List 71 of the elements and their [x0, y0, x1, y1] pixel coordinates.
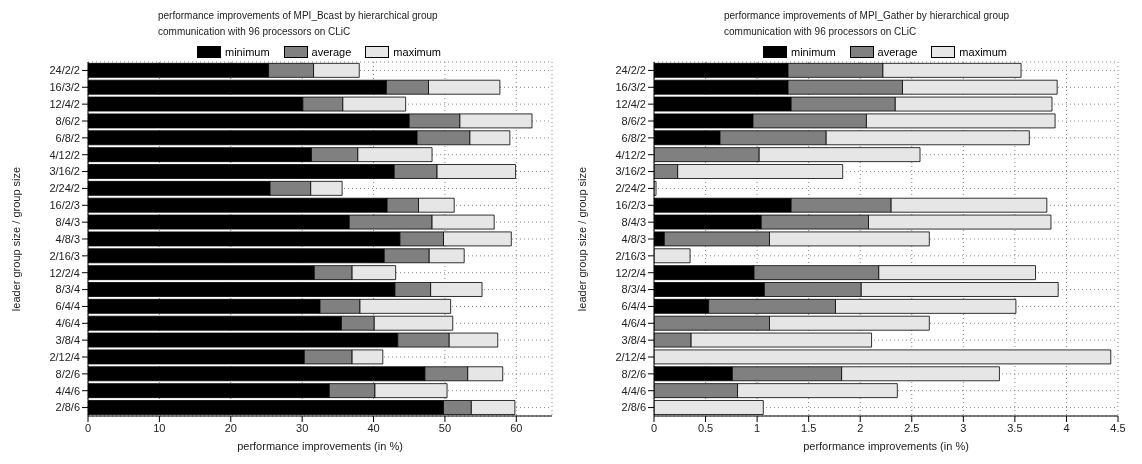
x-tick-label: 4.5: [1110, 421, 1126, 434]
x-tick-label: 0: [84, 421, 92, 434]
x-tick-label: 4: [1063, 421, 1070, 434]
legend-label: minimum: [224, 46, 270, 58]
y-tick-label: 2/12/4: [49, 350, 80, 363]
y-tick-label: 2/8/6: [621, 401, 646, 414]
y-tick-label: 12/4/2: [49, 98, 80, 111]
y-tick-label: 2/16/3: [615, 249, 646, 262]
y-tick-label: 2/24/2: [49, 182, 80, 195]
x-tick-label: 60: [510, 421, 523, 434]
x-tick-label: 10: [153, 421, 166, 434]
y-tick-label: 16/2/3: [49, 199, 80, 212]
y-tick-label: 6/4/4: [55, 300, 80, 313]
y-tick-label: 6/4/4: [621, 300, 646, 313]
y-tick-label: 8/3/4: [55, 283, 80, 296]
y-tick-label: 8/2/6: [55, 367, 80, 380]
y-tick-label: 16/3/2: [49, 81, 80, 94]
y-tick-label: 24/2/2: [615, 64, 646, 77]
y-tick-label: 16/3/2: [615, 81, 646, 94]
y-tick-label: 8/6/2: [621, 114, 646, 127]
y-tick-label: 8/6/2: [55, 114, 80, 127]
y-tick-label: 24/2/2: [49, 64, 80, 77]
y-tick-label: 3/16/2: [49, 165, 80, 178]
y-tick-label: 4/6/4: [621, 317, 646, 330]
y-tick-label: 16/2/3: [615, 199, 646, 212]
y-tick-label: 12/2/4: [615, 266, 646, 279]
x-tick-label: 3: [960, 421, 967, 434]
chart-title: performance improvements of MPI_Bcast by hierarchical group communication with 96 processors on CLiC: [158, 9, 439, 39]
x-tick-label: 40: [367, 421, 380, 434]
y-tick-label: 8/4/3: [55, 216, 80, 229]
x-tick-label: 1: [754, 421, 761, 434]
x-tick-label: 20: [224, 421, 237, 434]
y-tick-label: 4/12/2: [615, 148, 646, 161]
y-tick-label: 4/12/2: [49, 148, 80, 161]
x-axis-title: performance improvements (in %): [237, 440, 403, 452]
y-tick-label: 4/6/4: [55, 317, 80, 330]
y-tick-label: 2/16/3: [49, 249, 80, 262]
legend-label: maximum: [393, 46, 442, 58]
x-tick-label: 30: [296, 421, 309, 434]
y-tick-label: 4/4/6: [55, 384, 80, 397]
chart-title: performance improvements of MPI_Gather by hierarchical group communication with 96 processors on CLiC: [724, 9, 1011, 39]
x-tick-label: 1.5: [801, 421, 817, 434]
x-tick-label: 2: [857, 421, 864, 434]
legend-label: average: [311, 46, 352, 58]
legend-label: average: [877, 46, 918, 58]
x-tick-label: 2.5: [904, 421, 920, 434]
y-tick-label: 8/3/4: [621, 283, 646, 296]
y-tick-label: 2/12/4: [615, 350, 646, 363]
y-tick-label: 6/8/2: [55, 131, 80, 144]
y-tick-label: 3/16/2: [615, 165, 646, 178]
y-tick-label: 4/8/3: [55, 232, 80, 245]
x-axis-title: performance improvements (in %): [803, 440, 969, 452]
y-tick-label: 8/4/3: [621, 216, 646, 229]
x-tick-label: 3.5: [1007, 421, 1023, 434]
y-tick-label: 8/2/6: [621, 367, 646, 380]
x-tick-label: 0.5: [697, 421, 714, 434]
legend-label: minimum: [790, 46, 836, 58]
y-tick-label: 2/8/6: [55, 401, 80, 414]
y-tick-label: 6/8/2: [621, 131, 646, 144]
y-tick-label: 4/4/6: [621, 384, 646, 397]
x-tick-label: 0: [650, 421, 658, 434]
y-tick-label: 12/2/4: [49, 266, 80, 279]
y-tick-label: 2/24/2: [615, 182, 646, 195]
y-tick-label: 3/8/4: [621, 334, 646, 347]
y-tick-label: 4/8/3: [621, 232, 646, 245]
legend-label: maximum: [959, 46, 1008, 58]
y-axis-title: leader group size / group size: [575, 166, 588, 312]
y-tick-label: 12/4/2: [615, 98, 646, 111]
y-axis-title: leader group size / group size: [9, 166, 22, 312]
y-tick-label: 3/8/4: [55, 334, 80, 347]
x-tick-label: 50: [438, 421, 452, 434]
